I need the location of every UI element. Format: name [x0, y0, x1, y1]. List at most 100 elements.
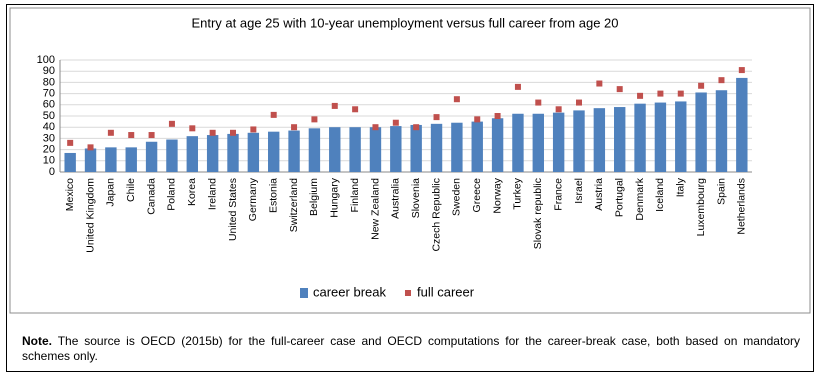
x-tick-label: Canada — [145, 178, 157, 215]
bar — [532, 113, 544, 172]
marker — [148, 132, 155, 139]
chart-title: Entry at age 25 with 10-year unemploymen… — [191, 15, 618, 30]
bar — [329, 127, 341, 172]
bar — [64, 152, 76, 172]
x-tick-label: France — [552, 178, 564, 211]
marker — [535, 99, 542, 106]
x-tick-label: New Zealand — [369, 178, 381, 240]
marker — [311, 116, 318, 123]
x-tick-label: Germany — [247, 177, 259, 221]
bar — [145, 141, 158, 172]
marker — [738, 67, 745, 74]
x-tick-label: Slovenia — [410, 178, 422, 218]
x-tick-label: Mexico — [64, 178, 76, 211]
y-tick-label: 60 — [43, 99, 55, 111]
bar — [186, 136, 198, 172]
y-tick-label: 20 — [43, 144, 55, 156]
y-tick-label: 100 — [37, 54, 55, 66]
x-tick-label: Luxembourg — [695, 178, 707, 237]
x-tick-label: Japan — [105, 178, 117, 207]
x-tick-label: United States — [227, 178, 239, 241]
frame — [6, 4, 814, 372]
y-tick-label: 70 — [43, 88, 55, 100]
note: Note. The source is OECD (2015b) for the… — [22, 334, 800, 364]
bar — [695, 92, 707, 172]
marker — [250, 126, 257, 133]
x-tick-label: Austria — [593, 178, 605, 211]
x-tick-label: Hungary — [329, 177, 341, 217]
bar — [349, 127, 361, 172]
bar — [390, 126, 402, 172]
bar — [614, 107, 626, 172]
marker — [392, 119, 399, 126]
x-tick-label: Australia — [390, 178, 402, 219]
bar — [451, 122, 463, 172]
note-label: Note. — [22, 334, 52, 348]
x-tick-label: Iceland — [654, 178, 666, 212]
legend-swatch — [300, 288, 308, 298]
bar — [369, 127, 382, 172]
bar — [736, 77, 748, 172]
bar — [288, 130, 300, 172]
bar — [308, 128, 321, 172]
bar — [654, 102, 667, 172]
marker — [270, 111, 277, 118]
bar — [573, 110, 585, 172]
y-tick-label: 0 — [49, 166, 55, 178]
x-tick-label: Slovak republic — [532, 178, 544, 249]
x-tick-label: Israel — [573, 178, 585, 204]
x-tick-label: Greece — [471, 178, 483, 213]
x-tick-label: Sweden — [451, 178, 463, 216]
marker — [474, 116, 481, 123]
y-tick-label: 90 — [43, 65, 55, 77]
y-tick-label: 30 — [43, 132, 55, 144]
bar — [105, 147, 117, 172]
marker — [189, 125, 196, 132]
bar — [227, 133, 239, 172]
bar — [675, 101, 687, 172]
bar — [268, 131, 280, 172]
x-tick-label: Poland — [166, 178, 178, 211]
marker — [637, 92, 644, 99]
marker — [514, 83, 521, 90]
marker — [87, 144, 94, 151]
bar — [471, 121, 483, 172]
bar — [84, 148, 97, 172]
x-tick-label: Belgium — [308, 178, 320, 216]
y-tick-label: 10 — [43, 155, 55, 167]
marker — [230, 129, 236, 136]
x-tick-label: Korea — [186, 178, 198, 206]
marker — [331, 102, 338, 109]
marker — [413, 124, 420, 131]
x-tick-label: Chile — [125, 178, 137, 202]
marker — [372, 124, 379, 131]
marker — [657, 90, 664, 97]
marker — [128, 132, 135, 139]
marker — [596, 80, 603, 87]
marker — [718, 77, 725, 84]
bar — [247, 132, 260, 172]
marker — [209, 129, 216, 136]
x-tick-label: Portugal — [613, 178, 625, 217]
note-text: The source is OECD (2015b) for the full-… — [22, 334, 800, 363]
x-tick-label: Switzerland — [288, 178, 300, 232]
x-tick-label: Turkey — [512, 177, 524, 209]
marker — [168, 120, 175, 127]
x-tick-label: Czech Republic — [430, 178, 442, 252]
x-tick-label: Italy — [675, 177, 687, 197]
x-tick-label: Spain — [715, 178, 727, 205]
marker — [67, 139, 74, 146]
x-tick-label: Ireland — [206, 178, 218, 210]
bar — [125, 147, 137, 172]
marker — [555, 106, 562, 113]
marker — [433, 114, 440, 121]
legend-label: full career — [417, 284, 475, 299]
x-tick-label: Denmark — [634, 177, 646, 220]
bar — [552, 112, 565, 172]
marker — [291, 124, 298, 131]
y-tick-label: 40 — [43, 121, 55, 133]
chart: Entry at age 25 with 10-year unemploymen… — [9, 7, 811, 314]
bar — [430, 123, 443, 172]
marker — [453, 96, 460, 103]
